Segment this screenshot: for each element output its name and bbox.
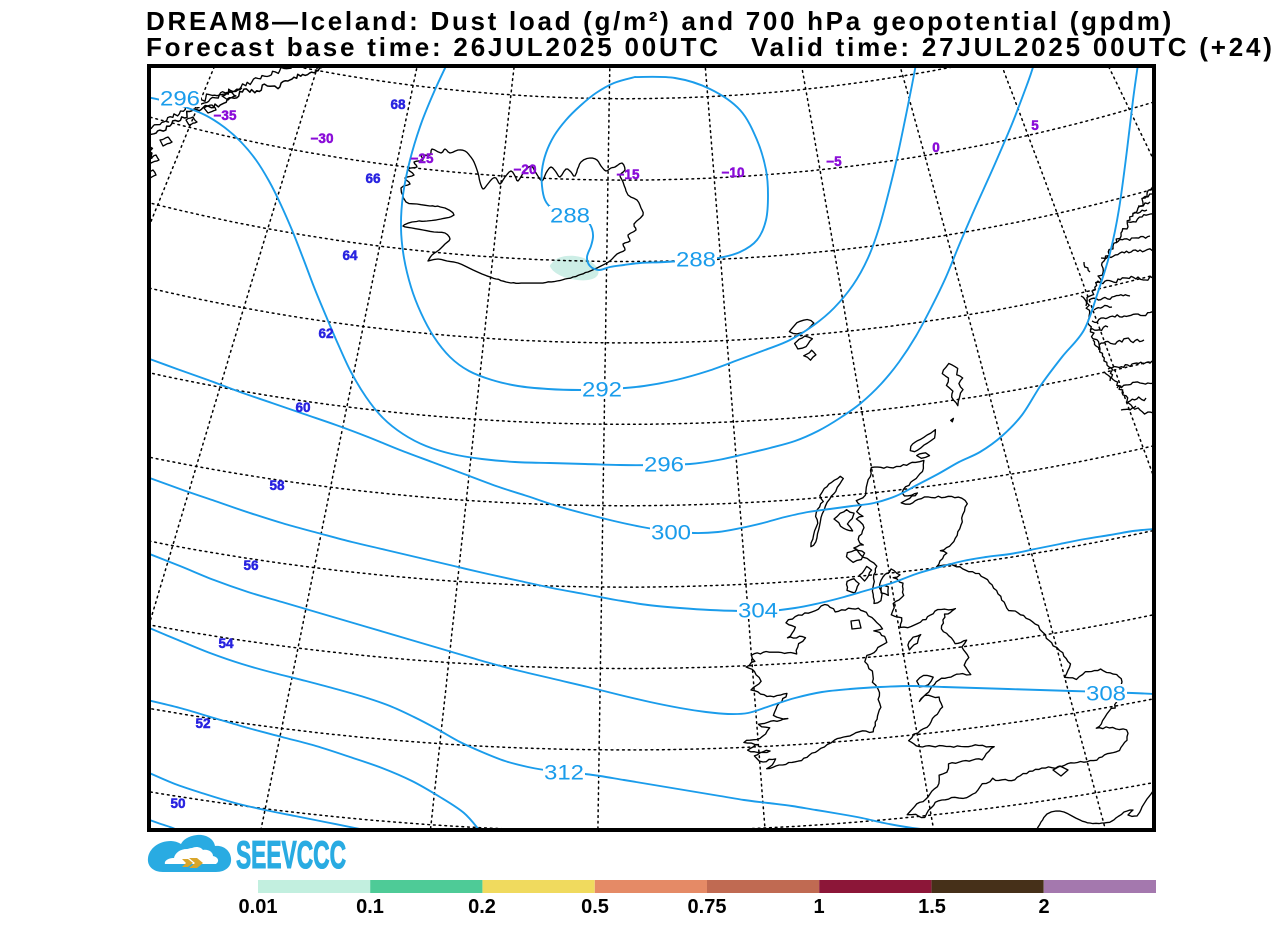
svg-text:50: 50 bbox=[170, 796, 185, 811]
svg-text:−15: −15 bbox=[617, 167, 640, 182]
svg-text:64: 64 bbox=[342, 248, 358, 263]
svg-text:68: 68 bbox=[390, 97, 406, 112]
svg-text:−10: −10 bbox=[722, 165, 745, 180]
svg-text:60: 60 bbox=[295, 400, 310, 415]
svg-text:−5: −5 bbox=[826, 154, 842, 169]
svg-text:300: 300 bbox=[651, 522, 691, 545]
svg-text:0.5: 0.5 bbox=[581, 896, 609, 918]
svg-text:−25: −25 bbox=[411, 151, 434, 166]
svg-text:5: 5 bbox=[1031, 118, 1039, 133]
svg-text:312: 312 bbox=[544, 762, 584, 785]
svg-text:56: 56 bbox=[243, 558, 259, 573]
svg-text:SEEVCCC: SEEVCCC bbox=[236, 834, 346, 877]
svg-text:308: 308 bbox=[1086, 683, 1126, 706]
svg-text:−30: −30 bbox=[311, 131, 334, 146]
svg-text:0.1: 0.1 bbox=[356, 896, 384, 918]
svg-text:−35: −35 bbox=[214, 108, 237, 123]
svg-text:54: 54 bbox=[218, 636, 234, 651]
svg-text:Forecast base time: 26JUL2025: Forecast base time: 26JUL2025 00UTC Vali… bbox=[146, 32, 1275, 62]
svg-text:2: 2 bbox=[1038, 896, 1049, 918]
svg-text:1: 1 bbox=[813, 896, 824, 918]
svg-text:296: 296 bbox=[644, 454, 684, 477]
svg-text:0.01: 0.01 bbox=[239, 896, 278, 918]
svg-text:0: 0 bbox=[932, 140, 940, 155]
svg-text:288: 288 bbox=[550, 205, 590, 228]
svg-text:−20: −20 bbox=[514, 162, 537, 177]
svg-text:0.2: 0.2 bbox=[468, 896, 496, 918]
svg-text:66: 66 bbox=[365, 171, 381, 186]
svg-text:296: 296 bbox=[160, 88, 200, 111]
svg-text:0.75: 0.75 bbox=[688, 896, 727, 918]
svg-text:DREAM8—Iceland: Dust load (g/m: DREAM8—Iceland: Dust load (g/m²) and 700… bbox=[146, 6, 1174, 36]
svg-text:1.5: 1.5 bbox=[918, 896, 946, 918]
svg-text:304: 304 bbox=[738, 600, 778, 623]
svg-text:52: 52 bbox=[195, 716, 210, 731]
svg-text:292: 292 bbox=[582, 379, 622, 402]
svg-text:58: 58 bbox=[269, 478, 285, 493]
svg-text:288: 288 bbox=[676, 249, 716, 272]
svg-text:62: 62 bbox=[318, 326, 333, 341]
